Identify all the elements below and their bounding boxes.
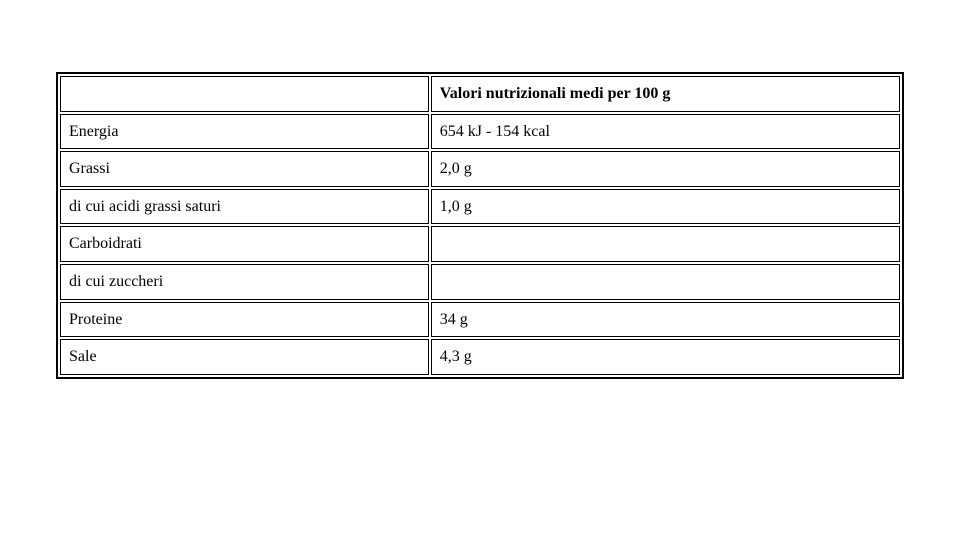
row-value: 34 g — [431, 302, 900, 338]
table-row: Sale 4,3 g — [60, 339, 900, 375]
page: Valori nutrizionali medi per 100 g Energ… — [0, 0, 960, 540]
row-label: Sale — [60, 339, 429, 375]
row-label: di cui acidi grassi saturi — [60, 189, 429, 225]
row-value — [431, 264, 900, 300]
table-header-row: Valori nutrizionali medi per 100 g — [60, 76, 900, 112]
table-row: Grassi 2,0 g — [60, 151, 900, 187]
row-value: 1,0 g — [431, 189, 900, 225]
row-label: di cui zuccheri — [60, 264, 429, 300]
row-value — [431, 226, 900, 262]
table-row: Energia 654 kJ - 154 kcal — [60, 114, 900, 150]
row-value: 4,3 g — [431, 339, 900, 375]
row-label: Grassi — [60, 151, 429, 187]
row-value: 2,0 g — [431, 151, 900, 187]
row-label: Proteine — [60, 302, 429, 338]
nutrition-table: Valori nutrizionali medi per 100 g Energ… — [56, 72, 904, 379]
row-label: Energia — [60, 114, 429, 150]
row-label: Carboidrati — [60, 226, 429, 262]
table-row: Carboidrati — [60, 226, 900, 262]
column-header-value: Valori nutrizionali medi per 100 g — [431, 76, 900, 112]
row-value: 654 kJ - 154 kcal — [431, 114, 900, 150]
column-header-label — [60, 76, 429, 112]
table-row: Proteine 34 g — [60, 302, 900, 338]
table-row: di cui zuccheri — [60, 264, 900, 300]
table-row: di cui acidi grassi saturi 1,0 g — [60, 189, 900, 225]
